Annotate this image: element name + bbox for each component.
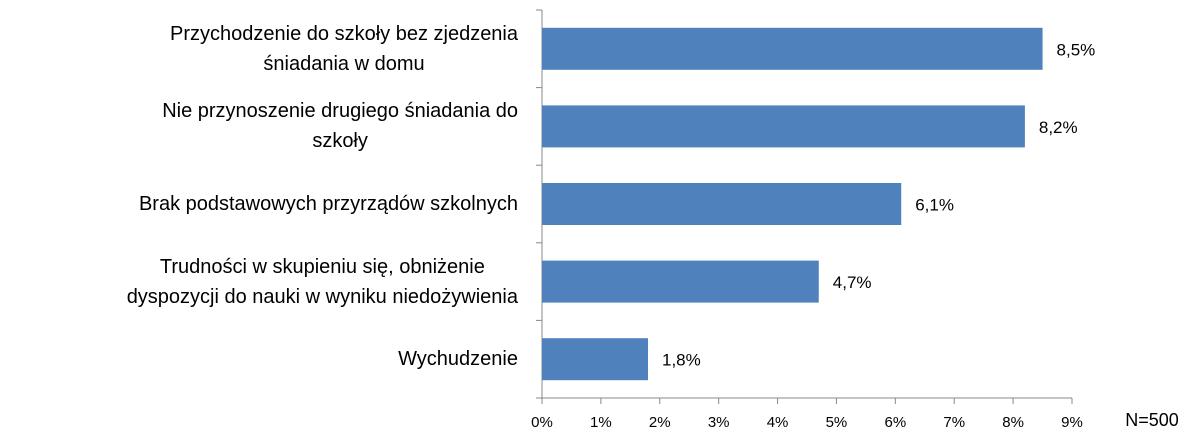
x-tick-label: 3% bbox=[708, 414, 730, 431]
category-label: Trudności w skupieniu się, obniżenie dys… bbox=[126, 255, 518, 308]
value-label: 8,5% bbox=[1057, 40, 1096, 59]
bar bbox=[542, 27, 1043, 70]
value-label: 8,2% bbox=[1039, 118, 1078, 137]
x-tick-label: 4% bbox=[767, 414, 789, 431]
value-label: 4,7% bbox=[833, 273, 872, 292]
category-label: Przychodzenie do szkoły bez zjedzenia śn… bbox=[170, 22, 518, 75]
x-tick-label: 9% bbox=[1061, 414, 1083, 431]
x-tick-label: 0% bbox=[531, 414, 553, 431]
x-tick-label: 5% bbox=[826, 414, 848, 431]
category-label: Nie przynoszenie drugiego śniadania do s… bbox=[162, 100, 518, 153]
value-label: 1,8% bbox=[662, 351, 701, 370]
bar bbox=[542, 105, 1025, 148]
category-label: Wychudzenie bbox=[398, 348, 518, 371]
x-tick-label: 8% bbox=[1002, 414, 1024, 431]
category-label: Brak podstawowych przyrządów szkolnych bbox=[138, 193, 518, 215]
x-tick-label: 6% bbox=[884, 414, 906, 431]
bar bbox=[542, 260, 819, 303]
bar bbox=[542, 183, 902, 225]
x-tick-label: 2% bbox=[649, 414, 671, 431]
annotation: N=500 bbox=[1125, 410, 1179, 430]
x-tick-label: 7% bbox=[943, 414, 965, 431]
value-label: 6,1% bbox=[915, 195, 954, 214]
bar bbox=[542, 338, 648, 381]
x-tick-label: 1% bbox=[590, 414, 612, 431]
